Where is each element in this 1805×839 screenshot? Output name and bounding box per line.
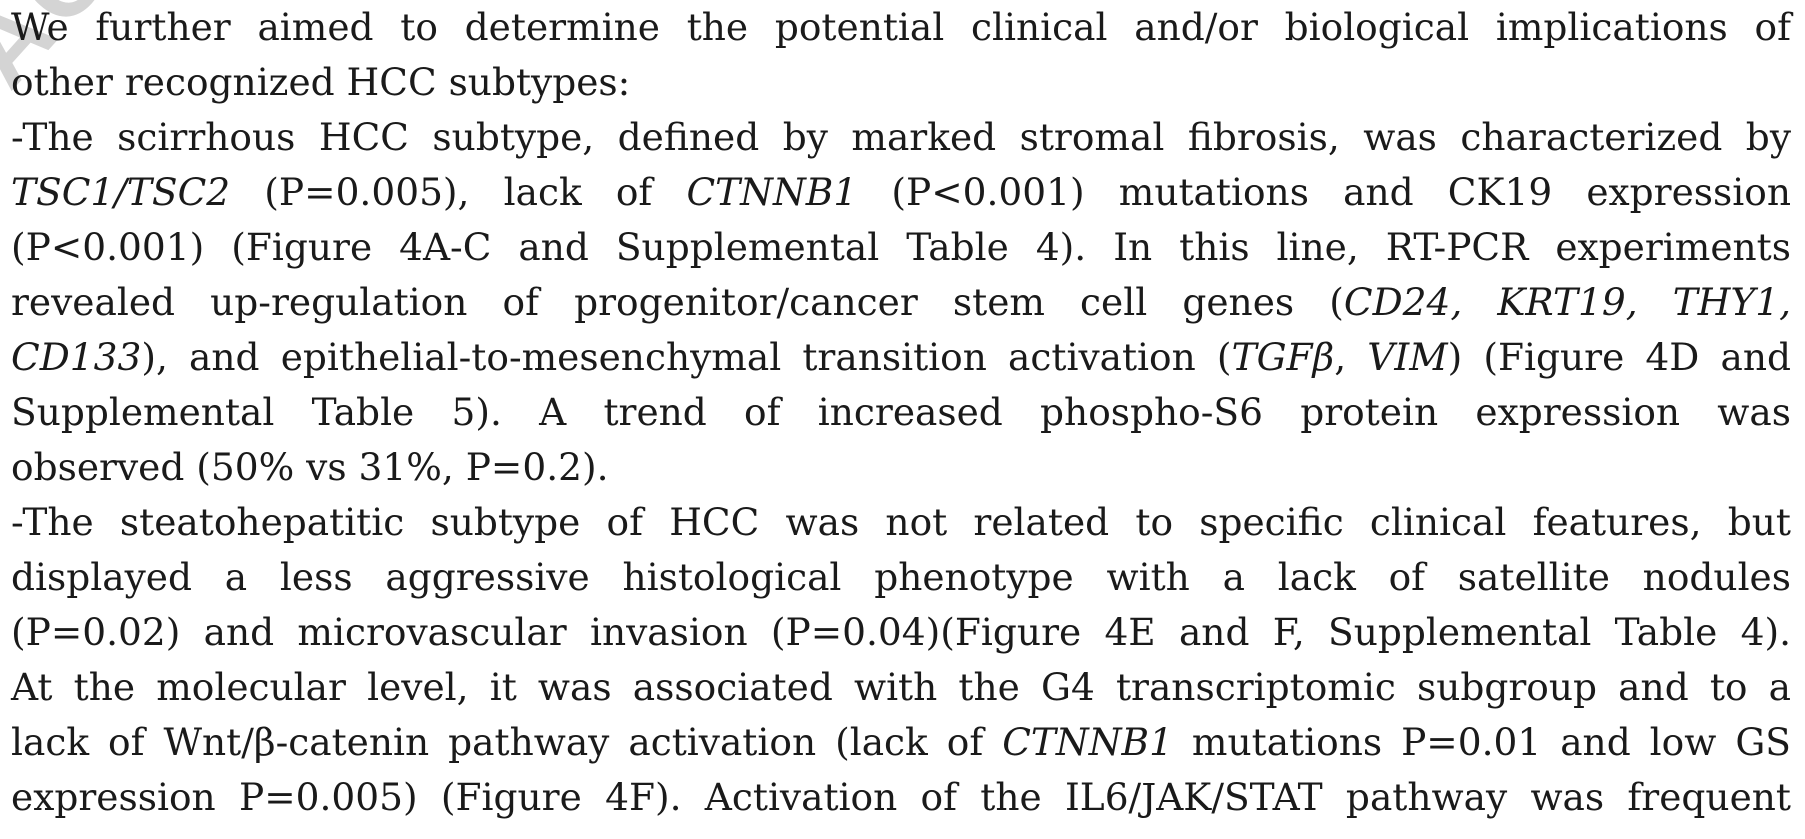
text-segment: We further aimed to determine the potent… <box>11 5 1791 49</box>
text-line: revealed up-regulation of progenitor/can… <box>11 275 1791 330</box>
text-segment: lack of Wnt/β-catenin pathway activation… <box>11 720 1003 764</box>
text-segment: expression P=0.005) (Figure 4F). Activat… <box>11 775 1791 819</box>
text-segment: -The scirrhous HCC subtype, defined by m… <box>11 115 1791 159</box>
document-body: We further aimed to determine the potent… <box>11 0 1791 825</box>
italic-gene-name: TSC1/TSC2 <box>11 170 231 214</box>
text-segment: revealed up-regulation of progenitor/can… <box>11 280 1344 324</box>
text-segment: observed (50% vs 31%, P=0.2). <box>11 445 609 489</box>
text-segment: other recognized HCC subtypes: <box>11 60 631 104</box>
italic-gene-name: CTNNB1 <box>686 170 858 214</box>
text-segment: mutations P=0.01 and low GS <box>1172 720 1791 764</box>
text-line: (P<0.001) (Figure 4A-C and Supplemental … <box>11 220 1791 275</box>
text-segment: -The steatohepatitic subtype of HCC was … <box>11 500 1791 544</box>
text-segment: displayed a less aggressive histological… <box>11 555 1791 599</box>
text-line: lack of Wnt/β-catenin pathway activation… <box>11 715 1791 770</box>
text-segment: Supplemental Table 5). A trend of increa… <box>11 390 1791 434</box>
italic-gene-name: CD24, KRT19, THY1, <box>1343 280 1791 324</box>
text-line: other recognized HCC subtypes: <box>11 55 1791 110</box>
text-line: displayed a less aggressive histological… <box>11 550 1791 605</box>
text-segment: (P<0.001) mutations and CK19 expression <box>857 170 1791 214</box>
text-segment: (P=0.005), lack of <box>230 170 687 214</box>
italic-gene-name: CTNNB1 <box>1002 720 1173 764</box>
text-line: We further aimed to determine the potent… <box>11 0 1791 55</box>
italic-gene-name: TGFβ <box>1231 335 1335 379</box>
text-line: -The scirrhous HCC subtype, defined by m… <box>11 110 1791 165</box>
text-segment: (P=0.02) and microvascular invasion (P=0… <box>11 610 1791 654</box>
text-line: Supplemental Table 5). A trend of increa… <box>11 385 1791 440</box>
text-line: CD133), and epithelial-to-mesenchymal tr… <box>11 330 1791 385</box>
text-line: observed (50% vs 31%, P=0.2). <box>11 440 1791 495</box>
text-line: -The steatohepatitic subtype of HCC was … <box>11 495 1791 550</box>
italic-gene-name: VIM <box>1367 335 1448 379</box>
text-line: (P=0.02) and microvascular invasion (P=0… <box>11 605 1791 660</box>
text-line: TSC1/TSC2 (P=0.005), lack of CTNNB1 (P<0… <box>11 165 1791 220</box>
text-segment: At the molecular level, it was associate… <box>11 665 1791 709</box>
text-line: At the molecular level, it was associate… <box>11 660 1791 715</box>
text-segment: ) (Figure 4D and <box>1447 335 1792 379</box>
text-line: expression P=0.005) (Figure 4F). Activat… <box>11 770 1791 825</box>
text-segment: , <box>1334 335 1368 379</box>
italic-gene-name: CD133 <box>11 335 142 379</box>
text-segment: ), and epithelial-to-mesenchymal transit… <box>141 335 1232 379</box>
text-segment: (P<0.001) (Figure 4A-C and Supplemental … <box>11 225 1791 269</box>
